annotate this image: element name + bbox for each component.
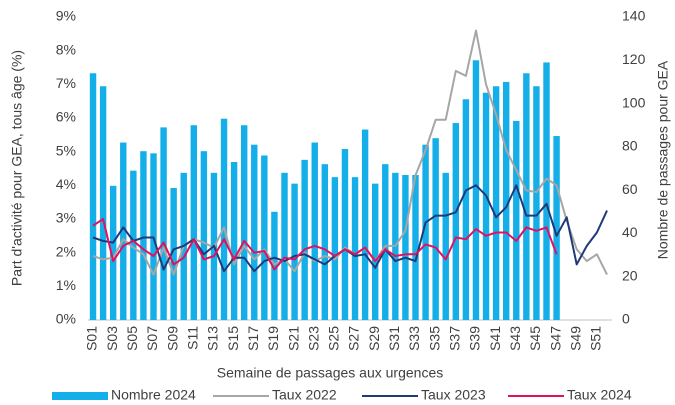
- x-tick-label: S37: [447, 326, 463, 351]
- bar: [523, 73, 530, 321]
- y-tick-label: 9%: [56, 8, 76, 24]
- bar: [472, 60, 480, 321]
- bar: [261, 155, 268, 320]
- x-tick-label: S25: [326, 326, 342, 351]
- y-tick-label: 7%: [56, 75, 76, 91]
- bar: [482, 92, 490, 320]
- bar: [89, 73, 97, 321]
- x-tick-label: S11: [185, 326, 201, 350]
- line: [92, 218, 558, 271]
- bar: [140, 151, 147, 320]
- bar: [160, 127, 167, 320]
- bar: [513, 120, 520, 320]
- bar: [533, 86, 540, 320]
- bar: [462, 99, 470, 320]
- bar: [371, 183, 379, 320]
- bar: [341, 149, 349, 320]
- bar: [422, 144, 429, 320]
- bar: [230, 162, 238, 320]
- x-tick-label: S41: [487, 326, 503, 351]
- x-tick-label: S05: [124, 326, 140, 351]
- bar: [281, 172, 288, 320]
- line: [92, 29, 608, 276]
- legend-label: Taux 2023: [421, 387, 486, 403]
- x-tick-label: S47: [547, 326, 563, 351]
- bar: [190, 125, 198, 320]
- y-tick-label: 3%: [56, 210, 76, 226]
- y-tick-label: 0%: [56, 311, 76, 327]
- y-axis-label: Part d'activité pour GEA, tous âge (%): [9, 50, 25, 286]
- x-tick-label: S49: [567, 326, 583, 351]
- x-tick-label: S19: [265, 326, 281, 351]
- x-tick-label: S17: [245, 326, 261, 351]
- y-tick-label: 1%: [56, 277, 76, 293]
- bar: [442, 172, 449, 320]
- y2-tick-label: 40: [622, 224, 638, 240]
- x-tick-label: S21: [285, 326, 301, 351]
- y2-tick-label: 60: [622, 181, 638, 197]
- bar: [99, 86, 107, 320]
- bar: [200, 151, 208, 320]
- bar: [331, 177, 339, 320]
- bar: [412, 174, 419, 320]
- x-tick-label: S23: [305, 326, 321, 351]
- bar: [251, 144, 258, 320]
- y-tick-label: 2%: [56, 243, 76, 259]
- bar: [240, 125, 248, 320]
- x-tick-label: S39: [467, 326, 483, 351]
- x-tick-label: S01: [84, 326, 100, 351]
- bar: [361, 129, 369, 320]
- bar: [502, 81, 510, 320]
- bar: [382, 164, 389, 320]
- x-tick-label: S31: [386, 326, 402, 351]
- bar: [452, 123, 460, 320]
- bar: [311, 142, 318, 320]
- bar: [351, 177, 359, 320]
- y-tick-label: 6%: [56, 109, 76, 125]
- y-tick-label: 8%: [56, 41, 76, 57]
- x-tick-label: S29: [366, 326, 382, 351]
- y2-tick-label: 0: [622, 311, 630, 327]
- bar: [220, 118, 228, 320]
- bar: [553, 136, 560, 320]
- x-tick-label: S03: [104, 326, 120, 351]
- legend-label: Taux 2022: [272, 387, 337, 403]
- x-tick-label: S35: [426, 326, 442, 351]
- x-tick-label: S13: [205, 326, 221, 351]
- x-tick-label: S33: [406, 326, 422, 351]
- bar: [543, 62, 550, 320]
- bar: [109, 185, 117, 320]
- legend-label: Taux 2024: [567, 387, 632, 403]
- y2-tick-label: 120: [622, 51, 646, 67]
- y2-axis-label: Nombre de passages pour GEA: [655, 60, 671, 259]
- y2-tick-label: 20: [622, 267, 638, 283]
- x-tick-label: S15: [225, 326, 241, 351]
- legend-label: Nombre 2024: [111, 387, 196, 403]
- bar: [432, 138, 439, 320]
- bar: [301, 159, 308, 320]
- x-axis-label: Semaine de passages aux urgences: [217, 365, 443, 381]
- x-tick-label: S45: [527, 326, 543, 351]
- x-tick-label: S43: [507, 326, 523, 351]
- x-tick-label: S51: [588, 326, 604, 351]
- bar: [130, 170, 137, 320]
- y2-tick-label: 80: [622, 138, 638, 154]
- bar: [402, 174, 409, 320]
- bar: [492, 86, 500, 320]
- x-tick-label: S09: [164, 326, 180, 351]
- bar: [170, 187, 177, 320]
- bar: [120, 142, 127, 320]
- x-tick-label: S07: [144, 326, 160, 351]
- y2-tick-label: 140: [622, 8, 646, 24]
- bar: [291, 183, 298, 320]
- legend-swatch: [52, 392, 108, 400]
- y-tick-label: 4%: [56, 176, 76, 192]
- bar: [271, 211, 278, 320]
- y-tick-label: 5%: [56, 142, 76, 158]
- bar: [321, 164, 329, 320]
- x-tick-label: S27: [346, 326, 362, 351]
- y2-tick-label: 100: [622, 94, 646, 110]
